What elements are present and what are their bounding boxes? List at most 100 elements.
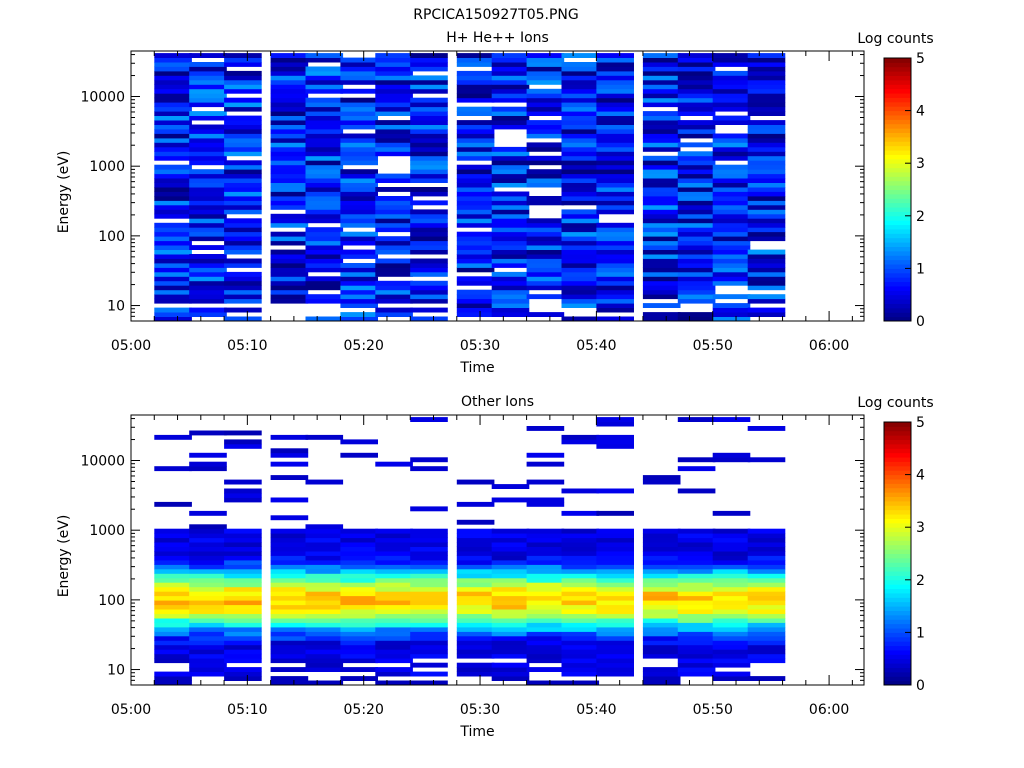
spectrogram-cell: [642, 254, 681, 259]
spectrogram-cell: [224, 609, 262, 614]
colorbar-swatch: [884, 58, 911, 63]
spectrogram-cell: [189, 609, 227, 614]
colorbar-swatch: [884, 597, 911, 603]
spectrogram-cell: [526, 75, 565, 81]
spectrogram-cell: [596, 120, 634, 125]
spectrogram-cell: [747, 426, 786, 431]
spectrogram-cell: [305, 653, 344, 659]
spectrogram-cell: [340, 267, 378, 273]
spectrogram-cell: [561, 209, 600, 215]
spectrogram-cell: [410, 537, 448, 543]
spectrogram-cell: [491, 671, 530, 677]
spectrogram-cell: [642, 124, 681, 130]
spectrogram-cell: [189, 258, 227, 264]
spectrogram-cell: [747, 604, 786, 610]
spectrogram-cell: [340, 62, 378, 67]
spectrogram-cell: [224, 479, 262, 485]
spectrogram-cell: [561, 653, 600, 659]
spectrogram-cell: [270, 151, 309, 157]
spectrogram-cell: [747, 191, 786, 197]
spectrogram-cell: [747, 631, 786, 637]
spectrogram-cell: [677, 200, 716, 206]
colorbar-swatch: [884, 207, 911, 212]
spectrogram-cell: [189, 551, 227, 556]
spectrogram-cell: [642, 115, 681, 121]
spectrogram-cell: [747, 537, 786, 543]
spectrogram-cell: [154, 298, 192, 304]
spectrogram-cell: [340, 640, 378, 646]
spectrogram-cell: [526, 586, 565, 592]
spectrogram-cell: [456, 298, 495, 304]
spectrogram-cell: [410, 263, 448, 268]
spectrogram-cell: [491, 155, 530, 161]
spectrogram-cell: [340, 635, 378, 641]
spectrogram-cell: [596, 622, 634, 628]
spectrogram-cell: [642, 644, 681, 650]
spectrogram-cell: [526, 111, 565, 116]
spectrogram-cell: [305, 155, 344, 161]
spectrogram-cell: [491, 631, 530, 637]
spectrogram-cell: [305, 227, 344, 233]
spectrogram-cell: [375, 631, 413, 637]
spectrogram-cell: [270, 515, 309, 521]
x-tick-label: 06:00: [809, 702, 849, 718]
spectrogram-cell: [677, 182, 716, 188]
spectrogram-cell: [747, 213, 786, 219]
colorbar-swatch: [884, 663, 911, 668]
spectrogram-cell: [456, 294, 495, 300]
spectrogram-cell: [561, 644, 600, 650]
spectrogram-cell: [712, 173, 751, 179]
spectrogram-cell: [526, 461, 565, 467]
spectrogram-cell: [189, 600, 227, 606]
y-tick-label: 10000: [80, 90, 125, 106]
x-tick-label: 05:50: [693, 338, 733, 354]
spectrogram-cell: [305, 528, 344, 534]
spectrogram-cell: [410, 457, 448, 463]
spectrogram-cell: [747, 298, 786, 304]
spectrogram-cell: [270, 640, 309, 646]
spectrogram-cell: [410, 316, 448, 322]
spectrogram-cell: [154, 613, 192, 619]
spectrogram-cell: [154, 622, 192, 628]
spectrogram-cell: [747, 88, 786, 94]
spectrogram-cell: [410, 236, 448, 242]
spectrogram-cell: [189, 307, 227, 313]
spectrogram-cell: [596, 667, 634, 672]
spectrogram-cell: [677, 151, 716, 157]
spectrogram-cell: [712, 191, 751, 197]
spectrogram-cell: [189, 635, 227, 641]
spectrogram-cell: [491, 111, 530, 116]
spectrogram-cell: [270, 533, 309, 539]
spectrogram-cell: [340, 133, 378, 139]
spectrogram-cell: [491, 227, 530, 233]
spectrogram-cell: [224, 307, 262, 313]
spectrogram-cell: [491, 178, 530, 183]
spectrogram-cell: [154, 537, 192, 543]
colorbar-swatch: [884, 443, 911, 449]
spectrogram-cell: [747, 209, 786, 215]
spectrogram-cell: [526, 551, 565, 556]
spectrogram-cell: [375, 285, 413, 291]
spectrogram-cell: [642, 218, 681, 224]
spectrogram-cell: [747, 312, 786, 317]
spectrogram-cell: [410, 124, 448, 130]
spectrogram-cell: [491, 595, 530, 601]
spectrogram-cell: [340, 173, 378, 179]
colorbar-label: Log counts: [857, 31, 933, 47]
spectrogram-cell: [340, 213, 378, 219]
spectrogram-cell: [526, 263, 565, 268]
spectrogram-cell: [375, 640, 413, 646]
spectrogram-cell: [410, 240, 448, 246]
spectrogram-cell: [677, 658, 716, 664]
spectrogram-cell: [456, 560, 495, 565]
spectrogram-cell: [526, 93, 565, 99]
spectrogram-cell: [224, 546, 262, 552]
spectrogram-cell: [456, 53, 495, 58]
spectrogram-cell: [305, 53, 344, 58]
spectrogram-cell: [340, 303, 378, 308]
spectrogram-cell: [224, 204, 262, 210]
spectrogram-cell: [375, 79, 413, 85]
spectrogram-cell: [375, 97, 413, 103]
spectrogram-cell: [677, 75, 716, 81]
spectrogram-cell: [340, 285, 378, 291]
